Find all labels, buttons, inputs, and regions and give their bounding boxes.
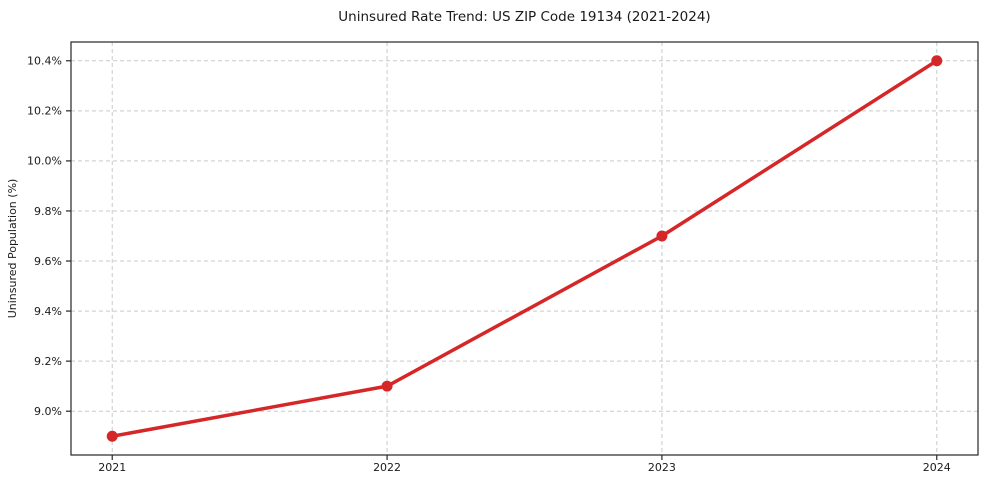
x-tick-label: 2023 bbox=[648, 461, 676, 474]
x-tick-label: 2022 bbox=[373, 461, 401, 474]
data-point-marker bbox=[106, 430, 118, 442]
y-tick-label: 10.0% bbox=[27, 155, 62, 168]
plot-border bbox=[70, 41, 979, 456]
plot-area: 2021 2022 2023 2024 9.0% 9.2% 9.4% 9.6% 9.8% 10.0… bbox=[27, 41, 979, 474]
y-axis-label: Uninsured Population (%) bbox=[6, 179, 19, 319]
y-tick-label: 9.4% bbox=[34, 305, 62, 318]
y-tick-label: 9.0% bbox=[34, 405, 62, 418]
chart-title: Uninsured Rate Trend: US ZIP Code 19134 … bbox=[338, 9, 710, 25]
y-tick-label: 9.6% bbox=[34, 255, 62, 268]
data-point-marker bbox=[381, 380, 393, 392]
data-point-marker bbox=[656, 230, 668, 242]
x-tick-label: 2024 bbox=[923, 461, 951, 474]
plot-background bbox=[71, 42, 978, 455]
x-tick-label: 2021 bbox=[98, 461, 126, 474]
y-tick-label: 10.2% bbox=[27, 105, 62, 118]
y-tick-label: 10.4% bbox=[27, 55, 62, 68]
y-tick-label: 9.8% bbox=[34, 205, 62, 218]
trend-line bbox=[110, 59, 939, 438]
y-tick-label: 9.2% bbox=[34, 355, 62, 368]
data-point-marker bbox=[931, 55, 943, 67]
